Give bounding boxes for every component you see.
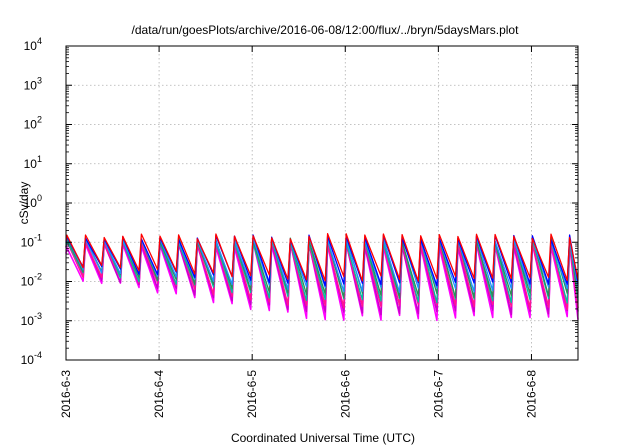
y-tick-exponent: 0 <box>37 193 42 203</box>
y-tick-label: 102 <box>24 115 42 132</box>
x-axis-label: Coordinated Universal Time (UTC) <box>231 431 415 445</box>
y-tick-exponent: 3 <box>37 75 42 85</box>
y-tick-base: 10 <box>24 118 38 132</box>
y-tick-exponent: -1 <box>34 232 42 242</box>
x-tick-label: 2016-6-6 <box>338 370 352 418</box>
y-tick-base: 10 <box>21 353 35 367</box>
x-tick-label: 2016-6-8 <box>524 370 538 418</box>
data-lines <box>65 233 579 322</box>
y-tick-base: 10 <box>24 39 38 53</box>
y-tick-base: 10 <box>24 157 38 171</box>
y-tick-label: 100 <box>24 193 42 210</box>
y-tick-label: 10-2 <box>21 272 42 289</box>
grid <box>66 46 578 360</box>
x-tick-label: 2016-6-5 <box>245 370 259 418</box>
y-tick-label: 104 <box>24 36 42 53</box>
x-tick-label: 2016-6-3 <box>59 370 73 418</box>
y-tick-label: 10-3 <box>21 311 42 328</box>
y-tick-base: 10 <box>21 235 35 249</box>
y-tick-label: 103 <box>24 75 42 92</box>
y-tick-exponent: 4 <box>37 36 42 46</box>
ticks <box>65 45 578 361</box>
y-tick-label: 10-1 <box>21 232 42 249</box>
y-tick-label: 101 <box>24 154 42 171</box>
y-tick-exponent: 1 <box>37 154 42 164</box>
y-tick-exponent: -2 <box>34 272 42 282</box>
y-tick-base: 10 <box>24 78 38 92</box>
chart-title: /data/run/goesPlots/archive/2016-06-08/1… <box>132 23 520 37</box>
y-tick-exponent: -4 <box>34 350 42 360</box>
x-tick-labels: 2016-6-3 2016-6-4 2016-6-5 2016-6-6 2016-6-7… <box>59 370 538 418</box>
x-tick-label: 2016-6-4 <box>152 370 166 418</box>
y-tick-exponent: 2 <box>37 115 42 125</box>
series-line <box>65 233 579 282</box>
y-axis-label: cSv/day <box>17 182 31 225</box>
y-tick-label: 10-4 <box>21 350 42 367</box>
y-tick-base: 10 <box>24 196 38 210</box>
x-tick-label: 2016-6-7 <box>431 370 445 418</box>
y-tick-base: 10 <box>21 275 35 289</box>
y-tick-exponent: -3 <box>34 311 42 321</box>
y-tick-base: 10 <box>21 314 35 328</box>
